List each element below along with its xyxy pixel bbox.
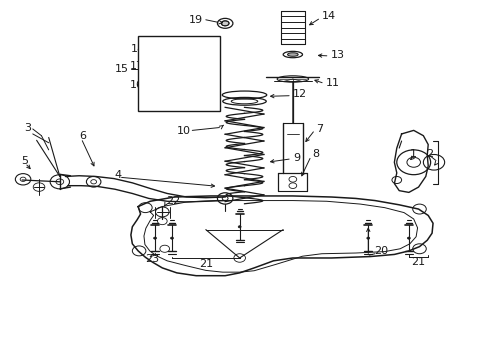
Text: 16: 16 bbox=[130, 80, 143, 90]
Circle shape bbox=[366, 237, 369, 239]
Text: 5: 5 bbox=[21, 156, 28, 166]
Text: 22: 22 bbox=[166, 195, 180, 206]
Text: 2: 2 bbox=[426, 149, 432, 159]
Bar bbox=[138, 36, 220, 111]
Text: 3: 3 bbox=[24, 122, 31, 132]
Text: 10: 10 bbox=[176, 126, 190, 136]
Circle shape bbox=[153, 237, 156, 239]
Text: 21: 21 bbox=[198, 259, 212, 269]
Ellipse shape bbox=[221, 21, 228, 26]
Text: 21: 21 bbox=[410, 257, 425, 266]
Text: 20: 20 bbox=[373, 246, 387, 256]
Circle shape bbox=[170, 237, 173, 239]
Ellipse shape bbox=[174, 44, 208, 54]
Text: 4: 4 bbox=[115, 170, 122, 180]
Circle shape bbox=[407, 237, 409, 239]
Ellipse shape bbox=[287, 53, 298, 56]
Circle shape bbox=[238, 226, 241, 228]
Text: 18: 18 bbox=[131, 44, 145, 54]
Text: 13: 13 bbox=[330, 50, 344, 60]
Text: 9: 9 bbox=[292, 153, 299, 163]
Text: 7: 7 bbox=[315, 123, 323, 134]
Text: 6: 6 bbox=[79, 131, 86, 141]
Text: 12: 12 bbox=[292, 89, 306, 99]
Text: 15: 15 bbox=[114, 64, 128, 75]
Text: 23: 23 bbox=[145, 254, 159, 264]
Ellipse shape bbox=[170, 77, 206, 91]
Ellipse shape bbox=[184, 64, 193, 69]
Text: 11: 11 bbox=[325, 77, 339, 87]
Text: 17: 17 bbox=[129, 61, 143, 71]
Text: 14: 14 bbox=[321, 11, 335, 21]
Text: 19: 19 bbox=[189, 15, 203, 25]
Text: 1: 1 bbox=[409, 149, 416, 159]
Text: 8: 8 bbox=[311, 149, 319, 159]
